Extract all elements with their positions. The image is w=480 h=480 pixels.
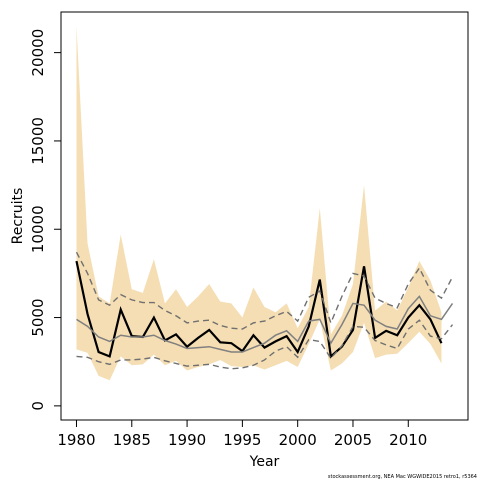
x-axis-title: Year — [249, 454, 280, 470]
series-line-retro-upper — [75, 251, 454, 330]
y-axis-title: Recruits — [10, 188, 26, 245]
x-tick-label: 2005 — [334, 431, 372, 449]
x-tick-label: 1995 — [223, 431, 261, 449]
y-tick-label: 10000 — [29, 205, 47, 253]
x-tick-label: 1980 — [57, 431, 95, 449]
series-line-retro-estimate — [76, 295, 454, 353]
x-tick-label: 1990 — [168, 431, 206, 449]
series-lines-layer — [75, 251, 454, 370]
x-tick-label: 2000 — [279, 431, 317, 449]
y-tick-label: 0 — [29, 401, 47, 411]
series-line-retro-lower — [76, 319, 454, 370]
x-tick-label: 1985 — [113, 431, 151, 449]
x-tick-label: 2010 — [389, 431, 427, 449]
y-axis: 0 5000 10000 15000 20000 — [29, 29, 61, 411]
y-tick-label: 5000 — [29, 298, 47, 336]
source-footnote: stockassessment.org, NEA Mac WGWIDE2015 … — [328, 474, 477, 480]
plot-frame — [60, 11, 469, 421]
y-tick-label: 15000 — [29, 117, 47, 165]
y-tick-label: 20000 — [29, 29, 47, 77]
x-axis: 1980 1985 1990 1995 2000 2005 2010 — [57, 420, 427, 449]
